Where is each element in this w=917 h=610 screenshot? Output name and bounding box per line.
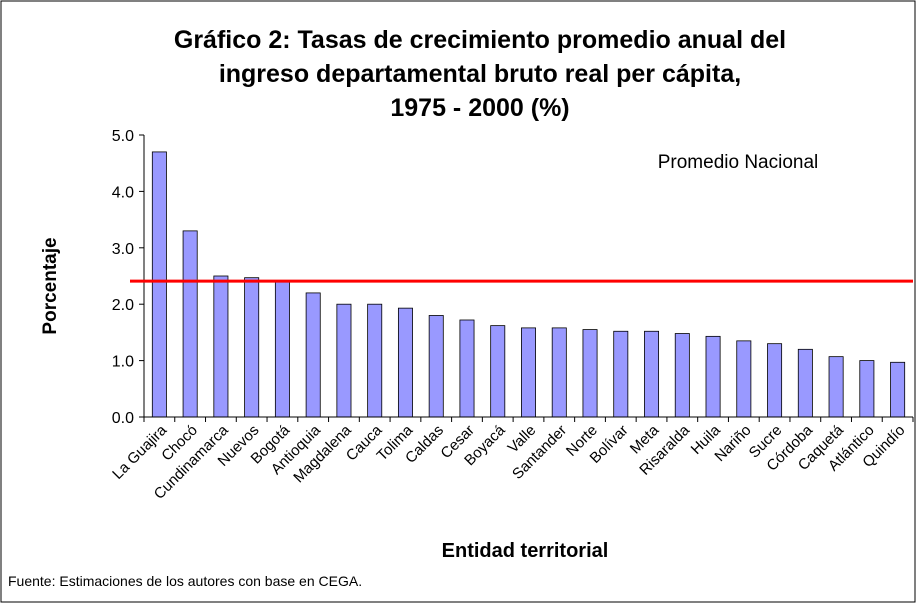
bar — [213, 275, 229, 418]
bar — [521, 327, 536, 418]
bar — [151, 151, 167, 418]
chart-title: ingreso departamental bruto real per cáp… — [219, 60, 741, 88]
bar — [828, 356, 844, 418]
bar — [305, 292, 321, 418]
bar — [336, 303, 352, 418]
y-tick-label: 3.0 — [112, 241, 134, 258]
bar — [736, 340, 752, 418]
y-tick-label: 4.0 — [112, 184, 134, 201]
bar — [274, 280, 290, 418]
bar — [428, 315, 444, 418]
bar — [490, 325, 506, 418]
chart-title: Gráfico 2: Tasas de crecimiento promedio… — [174, 26, 786, 54]
bar — [244, 277, 260, 418]
y-tick-label: 2.0 — [112, 297, 134, 314]
bar — [797, 348, 813, 418]
bar — [859, 360, 875, 418]
bar — [613, 330, 629, 418]
bar — [767, 343, 783, 418]
bar — [551, 327, 567, 418]
x-axis-label: Entidad territorial — [442, 540, 609, 562]
bar — [890, 361, 906, 418]
bar — [182, 230, 198, 418]
bar — [674, 333, 690, 418]
bar — [582, 329, 598, 418]
bar — [367, 303, 383, 418]
y-tick-label: 0.0 — [112, 410, 134, 427]
bar — [459, 319, 475, 418]
bar — [644, 330, 660, 418]
reference-label: Promedio Nacional — [658, 152, 819, 173]
y-axis-label: Porcentaje — [40, 237, 61, 334]
y-tick-label: 5.0 — [112, 128, 134, 145]
y-tick-label: 1.0 — [112, 354, 134, 371]
bar — [705, 335, 721, 418]
chart-title: 1975 - 2000 (%) — [390, 94, 569, 122]
bar — [397, 307, 413, 418]
source-note: Fuente: Estimaciones de los autores con … — [8, 573, 362, 589]
